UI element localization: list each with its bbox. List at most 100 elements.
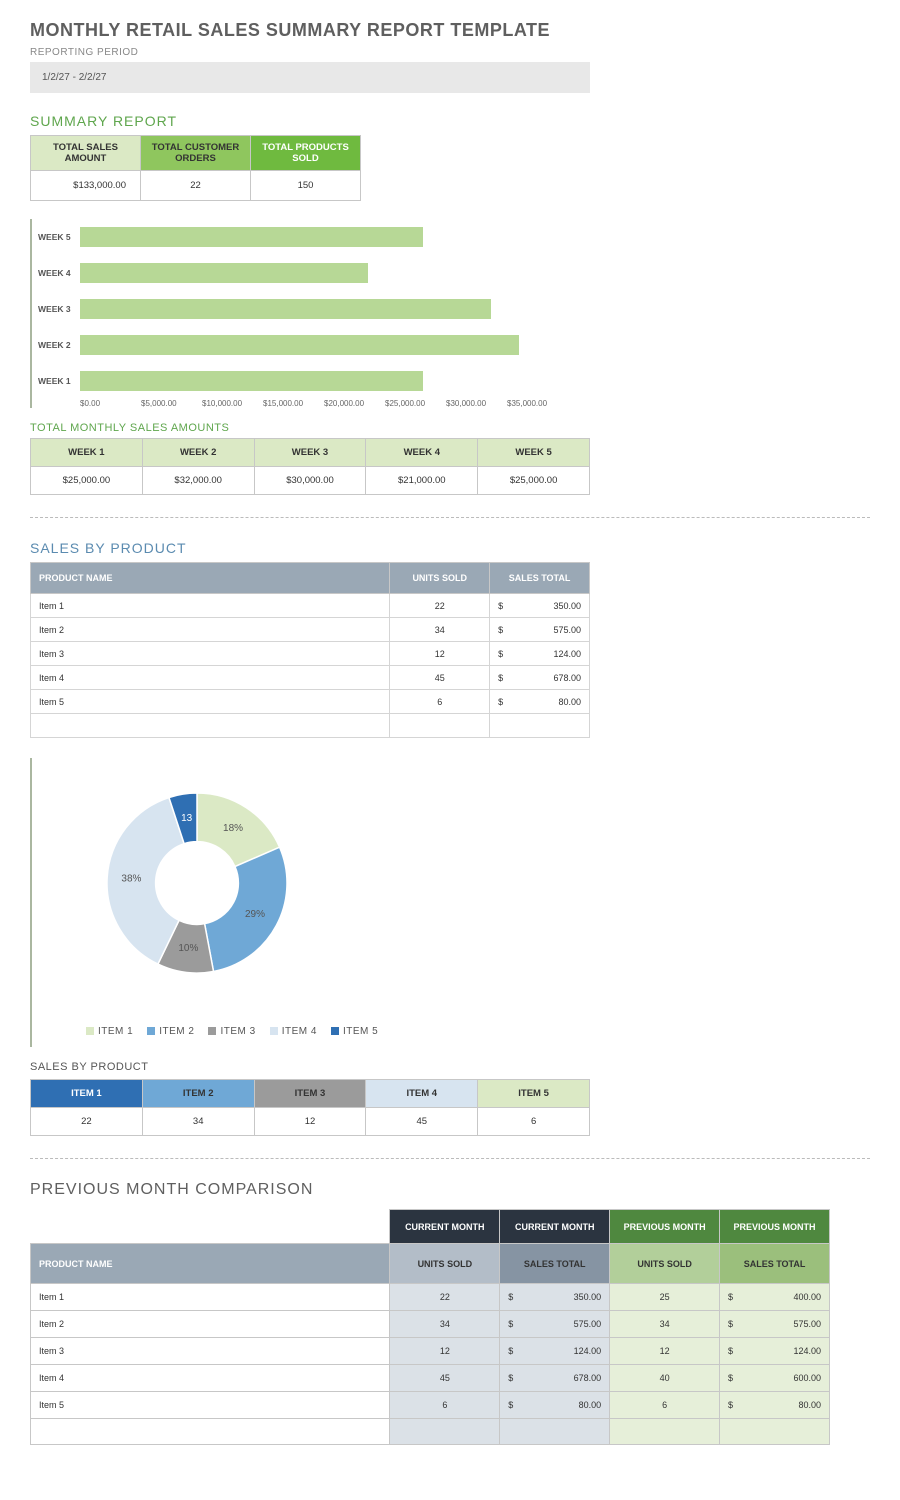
x-tick: $35,000.00 (507, 399, 568, 408)
table-row: Item 122$350.00 (31, 594, 590, 618)
week-value: $21,000.00 (366, 467, 478, 495)
summary-table: TOTAL SALES AMOUNT TOTAL CUSTOMER ORDERS… (30, 135, 361, 201)
current-total: $124.00 (500, 1338, 610, 1365)
table-row: Item 56$80.00 (31, 690, 590, 714)
donut-label: 13 (181, 813, 193, 824)
comp-sub-header: UNITS SOLD (390, 1244, 500, 1284)
item-value: 34 (142, 1108, 254, 1136)
legend-swatch (208, 1027, 216, 1035)
current-units: 45 (390, 1365, 500, 1392)
bar-label: WEEK 5 (38, 232, 80, 242)
summary-header-1: TOTAL CUSTOMER ORDERS (141, 136, 251, 171)
current-units: 34 (390, 1311, 500, 1338)
bar-row: WEEK 3 (38, 291, 568, 327)
table-row: Item 445$678.00 (31, 666, 590, 690)
previous-units: 25 (610, 1284, 720, 1311)
units-sold: 45 (390, 666, 490, 690)
donut-label: 18% (223, 823, 243, 834)
legend-label: ITEM 5 (343, 1026, 378, 1037)
product-name: Item 2 (31, 618, 390, 642)
x-tick: $0.00 (80, 399, 141, 408)
bar (80, 371, 423, 391)
product-name: Item 2 (31, 1311, 390, 1338)
donut-label: 10% (178, 943, 198, 954)
bar-row: WEEK 1 (38, 363, 568, 399)
x-tick: $10,000.00 (202, 399, 263, 408)
week-header: WEEK 2 (142, 439, 254, 467)
product-name: Item 3 (31, 642, 390, 666)
units-sold: 22 (390, 594, 490, 618)
reporting-period-value: 1/2/27 - 2/2/27 (30, 62, 590, 93)
units-sold: 6 (390, 690, 490, 714)
x-tick: $15,000.00 (263, 399, 324, 408)
bar (80, 335, 519, 355)
previous-units: 34 (610, 1311, 720, 1338)
product-name: Item 4 (31, 666, 390, 690)
bar-row: WEEK 4 (38, 255, 568, 291)
table-row: Item 312$124.00 (31, 642, 590, 666)
sales-total: $350.00 (490, 594, 590, 618)
sales-by-product-heading: SALES BY PRODUCT (30, 540, 870, 556)
sales-by-product-units-heading: SALES BY PRODUCT (30, 1061, 870, 1073)
previous-total: $600.00 (720, 1365, 830, 1392)
units-sold: 12 (390, 642, 490, 666)
week-value: $30,000.00 (254, 467, 366, 495)
week-header: WEEK 3 (254, 439, 366, 467)
current-total: $350.00 (500, 1284, 610, 1311)
current-units: 22 (390, 1284, 500, 1311)
units-sold: 34 (390, 618, 490, 642)
bar-row: WEEK 2 (38, 327, 568, 363)
week-value: $25,000.00 (478, 467, 590, 495)
comp-sub-header: PRODUCT NAME (31, 1244, 390, 1284)
comp-sub-header: SALES TOTAL (500, 1244, 610, 1284)
current-total: $575.00 (500, 1311, 610, 1338)
item-header: ITEM 3 (254, 1080, 366, 1108)
item-header: ITEM 5 (478, 1080, 590, 1108)
previous-units: 6 (610, 1392, 720, 1419)
summary-header-2: TOTAL PRODUCTS SOLD (251, 136, 361, 171)
previous-total: $124.00 (720, 1338, 830, 1365)
bar (80, 227, 423, 247)
bar-label: WEEK 2 (38, 340, 80, 350)
comp-top-header: PREVIOUS MONTH (610, 1210, 720, 1244)
week-header: WEEK 4 (366, 439, 478, 467)
sales-total: $678.00 (490, 666, 590, 690)
summary-value-1: 22 (141, 171, 251, 201)
product-name: Item 1 (31, 594, 390, 618)
table-row: Item 56$80.006$80.00 (31, 1392, 830, 1419)
item-value: 45 (366, 1108, 478, 1136)
summary-heading: SUMMARY REPORT (30, 113, 870, 129)
prod-col-2: SALES TOTAL (490, 563, 590, 594)
previous-units: 12 (610, 1338, 720, 1365)
legend-label: ITEM 4 (282, 1026, 317, 1037)
item-value: 12 (254, 1108, 366, 1136)
table-row: Item 312$124.0012$124.00 (31, 1338, 830, 1365)
donut-label: 38% (121, 874, 141, 885)
donut-legend: ITEM 1ITEM 2ITEM 3ITEM 4ITEM 5 (72, 1026, 590, 1037)
x-tick: $20,000.00 (324, 399, 385, 408)
comp-sub-header: UNITS SOLD (610, 1244, 720, 1284)
product-name: Item 5 (31, 1392, 390, 1419)
product-name: Item 4 (31, 1365, 390, 1392)
x-tick: $25,000.00 (385, 399, 446, 408)
table-row: Item 122$350.0025$400.00 (31, 1284, 830, 1311)
current-total: $80.00 (500, 1392, 610, 1419)
week-header: WEEK 5 (478, 439, 590, 467)
bar (80, 263, 368, 283)
current-total: $678.00 (500, 1365, 610, 1392)
table-row-empty (31, 1419, 830, 1445)
item-header: ITEM 4 (366, 1080, 478, 1108)
product-name: Item 5 (31, 690, 390, 714)
table-row: Item 234$575.00 (31, 618, 590, 642)
item-value: 22 (31, 1108, 143, 1136)
legend-swatch (147, 1027, 155, 1035)
week-header: WEEK 1 (31, 439, 143, 467)
summary-value-2: 150 (251, 171, 361, 201)
legend-label: ITEM 3 (220, 1026, 255, 1037)
sales-total: $124.00 (490, 642, 590, 666)
sales-by-product-table: PRODUCT NAME UNITS SOLD SALES TOTAL Item… (30, 562, 590, 738)
item-header: ITEM 2 (142, 1080, 254, 1108)
item-value: 6 (478, 1108, 590, 1136)
previous-units: 40 (610, 1365, 720, 1392)
donut-label: 29% (245, 909, 265, 920)
